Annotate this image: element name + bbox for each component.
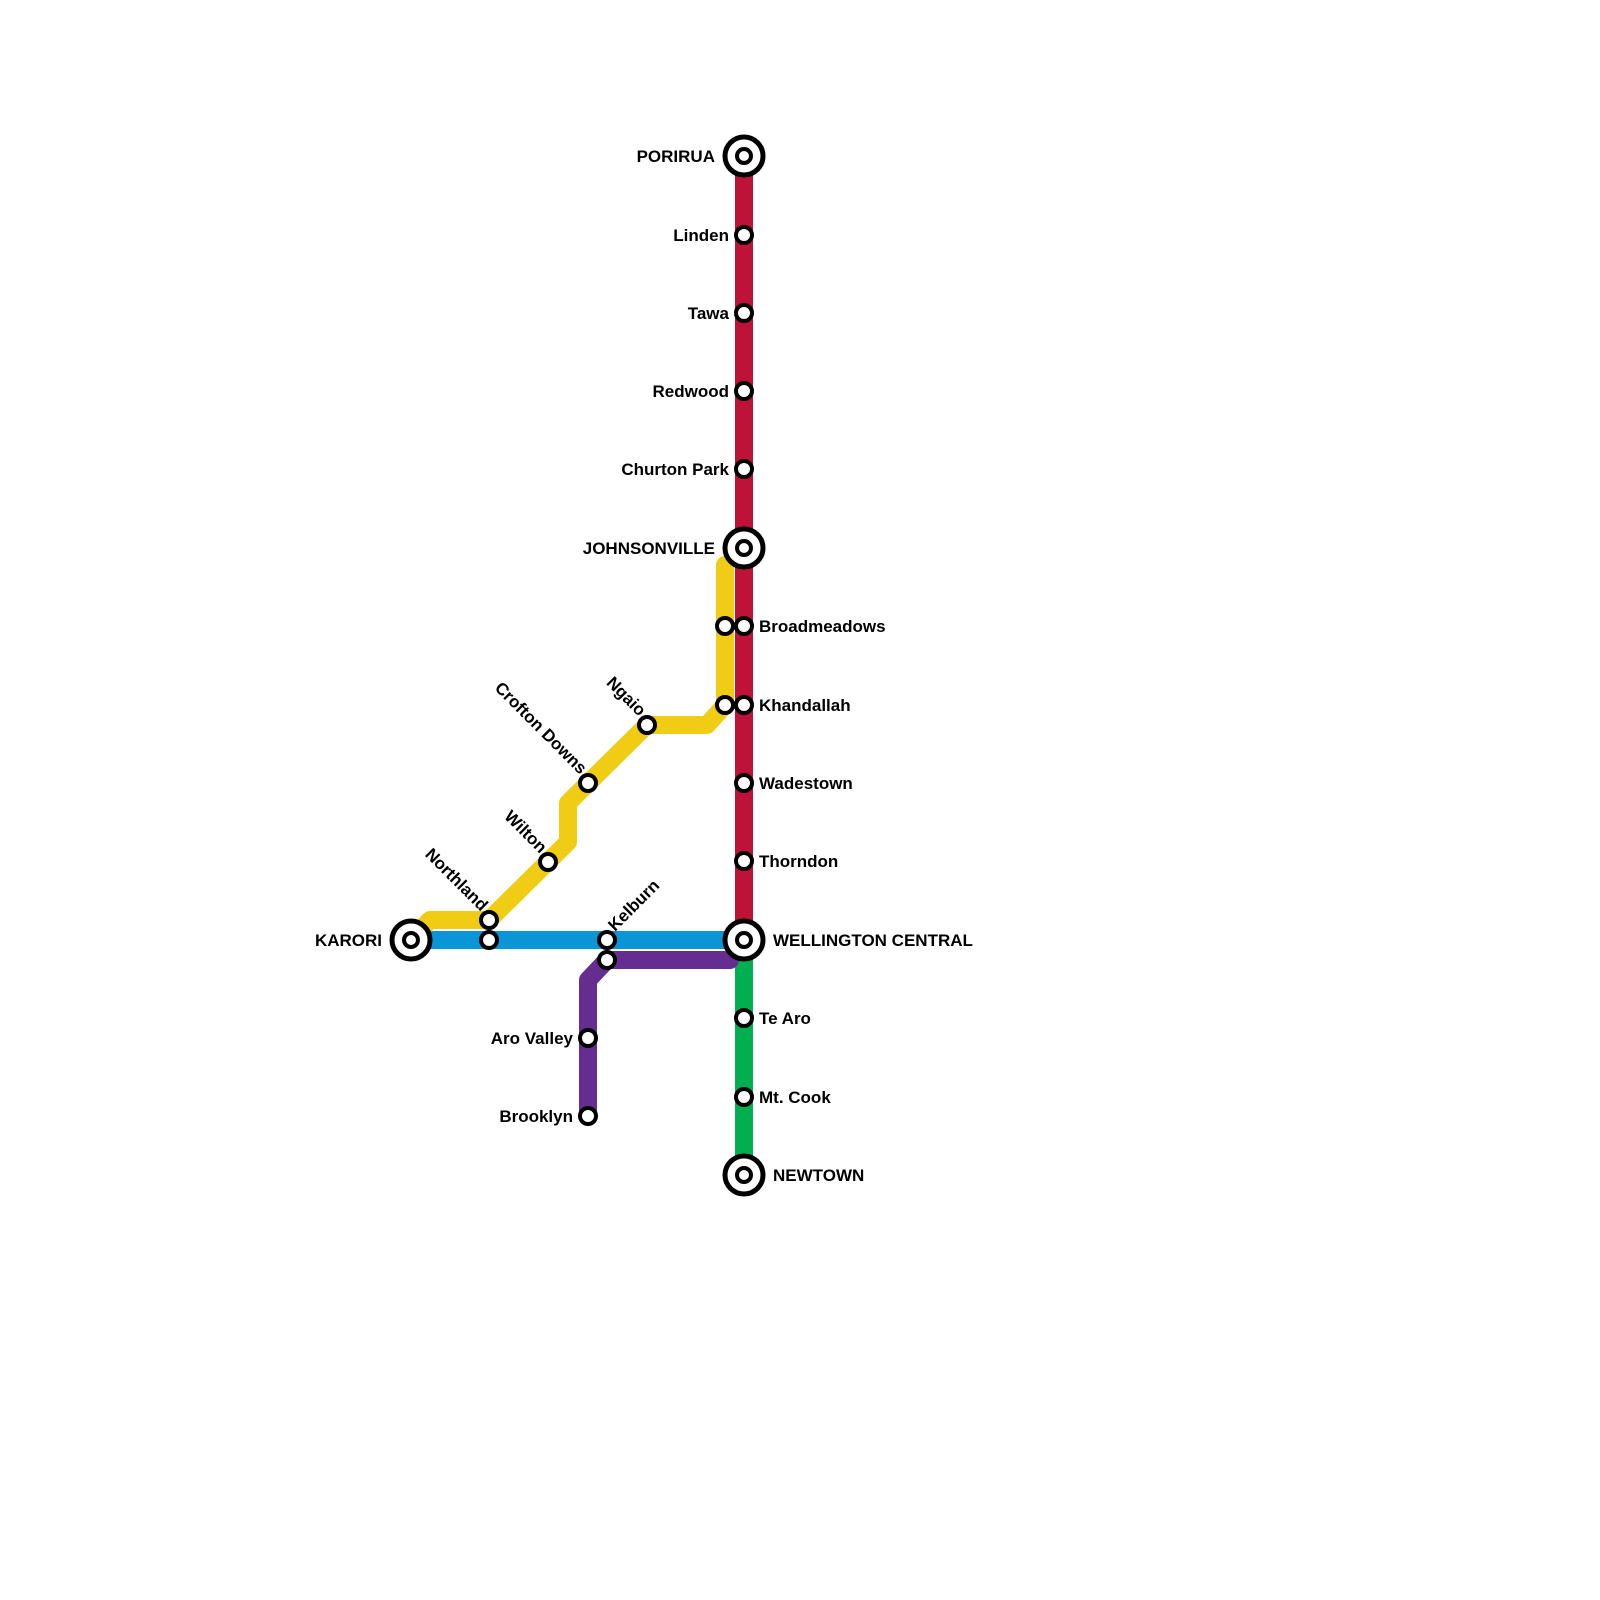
station-label: Churton Park xyxy=(621,460,729,479)
purple-line xyxy=(579,951,739,1125)
station-label: PORIRUA xyxy=(637,147,715,166)
station-label: Wilton xyxy=(501,807,551,857)
station-label: Redwood xyxy=(653,382,730,401)
station-label: Te Aro xyxy=(759,1009,811,1028)
terminus-inner xyxy=(735,931,753,949)
terminus-inner xyxy=(402,931,420,949)
station-label: Northland xyxy=(421,845,491,915)
station-label: JOHNSONVILLE xyxy=(583,539,715,558)
station-label: WELLINGTON CENTRAL xyxy=(773,931,973,950)
station-label: Thorndon xyxy=(759,852,838,871)
station-wilton[interactable]: Wilton xyxy=(501,807,558,872)
station-marker[interactable] xyxy=(734,1087,754,1107)
station-label: Ngaio xyxy=(603,673,650,720)
station-label: Tawa xyxy=(688,304,730,323)
terminus-inner xyxy=(735,539,753,557)
terminus-inner xyxy=(735,1166,753,1184)
station-label: Kelburn xyxy=(604,876,663,935)
station-wadestown[interactable]: Wadestown xyxy=(734,773,853,793)
station-broadmeadows[interactable]: Broadmeadows xyxy=(734,616,886,636)
station-porirua[interactable]: PORIRUA xyxy=(637,134,766,178)
station-marker[interactable] xyxy=(734,225,754,245)
station-tawa[interactable]: Tawa xyxy=(688,303,754,323)
station-johnsonville[interactable]: JOHNSONVILLE xyxy=(583,526,766,570)
station-te-aro[interactable]: Te Aro xyxy=(734,1008,811,1028)
station-label: Crofton Downs xyxy=(491,678,591,778)
station-marker[interactable] xyxy=(734,695,754,715)
station-marker[interactable] xyxy=(734,851,754,871)
station-label: KARORI xyxy=(315,931,382,950)
station-marker[interactable] xyxy=(715,695,735,715)
station-marker[interactable] xyxy=(734,1008,754,1028)
station-marker[interactable] xyxy=(479,930,499,950)
station-label: Broadmeadows xyxy=(759,617,886,636)
station-marker[interactable] xyxy=(734,459,754,479)
station-marker[interactable] xyxy=(734,303,754,323)
station-thorndon[interactable]: Thorndon xyxy=(734,851,838,871)
station-label: Mt. Cook xyxy=(759,1088,831,1107)
station-brooklyn[interactable]: Brooklyn xyxy=(499,1106,598,1126)
station-newtown[interactable]: NEWTOWN xyxy=(722,1153,864,1197)
station-label: Wadestown xyxy=(759,774,853,793)
station-marker[interactable] xyxy=(578,773,598,793)
station-marker[interactable] xyxy=(734,773,754,793)
station-marker[interactable] xyxy=(578,1028,598,1048)
station-karori[interactable]: KARORI xyxy=(315,918,433,962)
station-khandallah[interactable]: Khandallah xyxy=(734,695,851,715)
station-marker[interactable] xyxy=(597,950,617,970)
station-marker[interactable] xyxy=(734,616,754,636)
station-redwood[interactable]: Redwood xyxy=(653,381,754,401)
station-label: NEWTOWN xyxy=(773,1166,864,1185)
station-aro-valley[interactable]: Aro Valley xyxy=(491,1028,598,1048)
station-label: Linden xyxy=(673,226,729,245)
station-mt-cook[interactable]: Mt. Cook xyxy=(734,1087,831,1107)
station-marker[interactable] xyxy=(734,381,754,401)
station-wellington-central[interactable]: WELLINGTON CENTRAL xyxy=(722,918,973,962)
station-ngaio[interactable]: Ngaio xyxy=(603,673,657,735)
station-crofton-downs[interactable]: Crofton Downs xyxy=(491,678,598,793)
station-marker[interactable] xyxy=(597,930,617,950)
station-label: Aro Valley xyxy=(491,1029,574,1048)
station-label: Khandallah xyxy=(759,696,851,715)
station-marker[interactable] xyxy=(479,910,499,930)
station-marker[interactable] xyxy=(715,616,735,636)
terminus-inner xyxy=(735,147,753,165)
station-marker[interactable] xyxy=(538,852,558,872)
station-linden[interactable]: Linden xyxy=(673,225,754,245)
station-marker[interactable] xyxy=(578,1106,598,1126)
station-marker[interactable] xyxy=(637,715,657,735)
station-churton-park[interactable]: Churton Park xyxy=(621,459,754,479)
station-label: Brooklyn xyxy=(499,1107,573,1126)
